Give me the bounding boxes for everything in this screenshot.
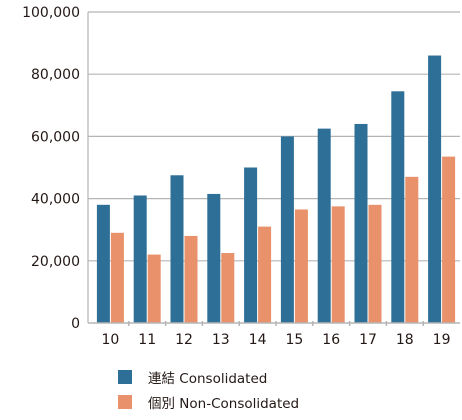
x-tick-label: 18 [396,332,414,348]
bar-non-consolidated [368,204,382,323]
axes [87,12,460,326]
x-tick-label: 11 [138,332,156,348]
x-tick-label: 13 [212,332,230,348]
legend-item-non-consolidated: 個別 Non-Consolidated [118,392,300,412]
bar-consolidated [428,55,442,323]
x-tick-label: 14 [249,332,267,348]
legend-swatch-consolidated [118,369,132,384]
bar-consolidated [280,136,294,323]
y-tick-label: 40,000 [31,192,80,208]
x-tick-label: 10 [101,332,119,348]
legend: 連結 Consolidated 個別 Non-Consolidated [118,367,299,417]
bar-non-consolidated [442,156,456,323]
x-tick-label: 16 [322,332,340,348]
bar-non-consolidated [184,235,198,323]
bar-consolidated [170,175,184,323]
bars [96,55,456,324]
legend-label-consolidated: 連結 Consolidated [148,370,268,387]
bar-non-consolidated [110,232,124,323]
y-tick-label: 20,000 [31,254,80,270]
legend-item-consolidated: 連結 Consolidated [118,367,299,387]
bar-chart: 0 20,000 40,000 60,000 80,000 100,000 10 11 12 13… [22,5,460,348]
bar-consolidated [391,91,405,324]
bar-non-consolidated [331,206,345,323]
y-tick-label: 100,000 [22,5,80,21]
bar-consolidated [96,204,110,323]
bar-consolidated [317,128,331,323]
legend-swatch-non-consolidated [118,394,132,409]
bar-consolidated [133,195,147,323]
bar-consolidated [244,167,258,323]
x-tick-label: 15 [285,332,303,348]
bar-non-consolidated [294,209,308,323]
y-tick-label: 80,000 [31,67,80,83]
x-tick-label: 17 [359,332,377,348]
y-tick-label: 0 [71,316,80,332]
x-tick-label: 19 [433,332,451,348]
x-tick-label: 12 [175,332,193,348]
bar-non-consolidated [258,226,272,323]
bar-consolidated [207,193,221,323]
bar-consolidated [354,123,368,324]
tick-labels: 0 20,000 40,000 60,000 80,000 100,000 10 11 12 13… [22,5,450,348]
bar-non-consolidated [221,253,235,323]
bar-non-consolidated [147,254,161,323]
legend-label-non-consolidated: 個別 Non-Consolidated [148,395,300,412]
y-tick-label: 60,000 [31,129,80,145]
bar-non-consolidated [405,176,419,323]
